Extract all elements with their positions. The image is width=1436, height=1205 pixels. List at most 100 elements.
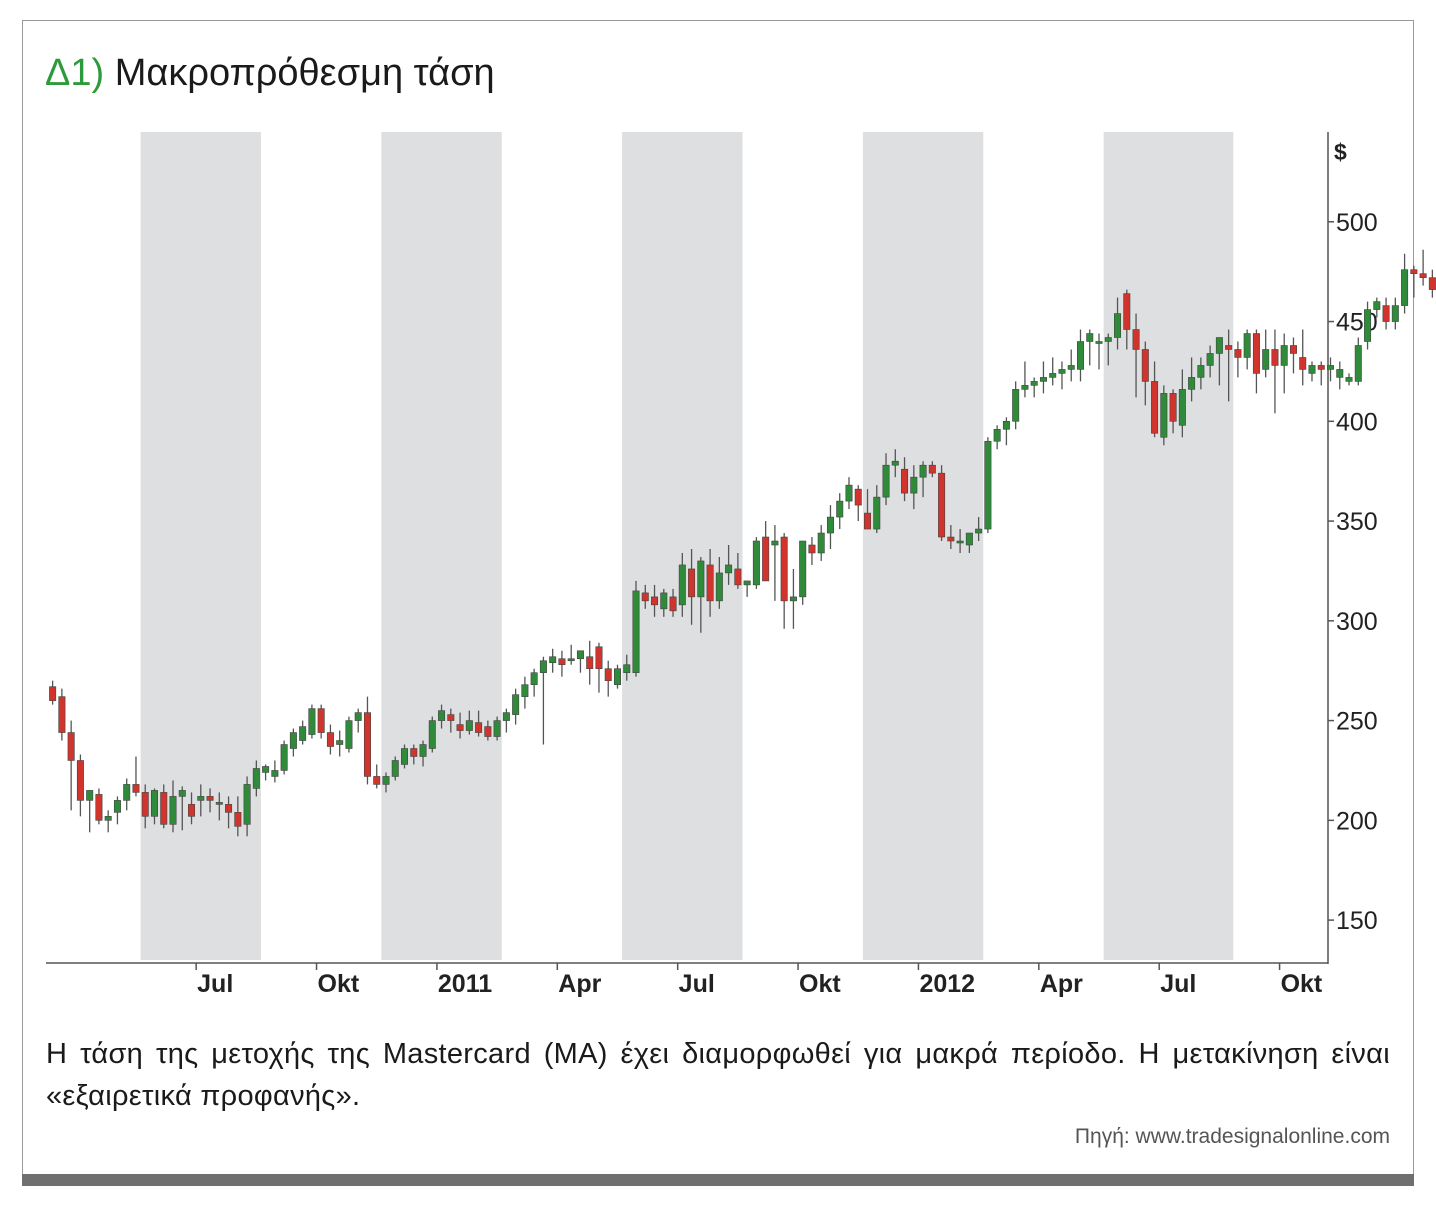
candle-body <box>1373 301 1381 310</box>
candle-body <box>1410 269 1418 274</box>
candle-body <box>456 724 464 731</box>
candle-body <box>762 536 770 582</box>
x-tick-label: Apr <box>558 970 601 998</box>
candle-body <box>169 796 177 825</box>
candle-body <box>1308 365 1316 374</box>
candle-body <box>549 656 557 664</box>
candle-body <box>1262 349 1270 370</box>
candle-body <box>1095 341 1103 344</box>
candle-body <box>475 722 483 733</box>
candle-body <box>586 656 594 670</box>
candle-body <box>1327 365 1335 370</box>
candle-body <box>382 776 390 785</box>
candle-body <box>1058 369 1066 374</box>
candle-body <box>225 804 233 813</box>
candle-body <box>1206 353 1214 366</box>
candle-body <box>688 568 696 598</box>
candle-body <box>641 592 649 602</box>
x-tick-label: Okt <box>799 970 841 998</box>
candle-body <box>234 812 242 827</box>
candle-body <box>1280 345 1288 366</box>
candle-body <box>1252 333 1260 374</box>
shaded-quarter <box>1103 132 1234 960</box>
candle-body <box>697 560 705 598</box>
candle-body <box>1151 381 1159 434</box>
candle-body <box>993 428 1001 442</box>
candle-body <box>1049 373 1057 378</box>
candle-body <box>1243 333 1251 358</box>
candle-body <box>317 708 325 733</box>
candle-body <box>975 528 983 534</box>
candle-body <box>49 686 57 701</box>
x-tick-label: Apr <box>1040 970 1083 998</box>
x-tick-label: Jul <box>1160 970 1196 998</box>
candle-body <box>465 720 473 731</box>
candle-body <box>1401 269 1409 306</box>
shaded-quarter <box>381 132 502 960</box>
candle-body <box>604 668 612 681</box>
y-axis-unit-label: $ <box>1334 139 1347 165</box>
candle-body <box>1345 377 1353 382</box>
y-tick-label: 500 <box>1336 209 1378 237</box>
candle-body <box>58 696 66 733</box>
candle-body <box>419 744 427 757</box>
candle-body <box>938 472 946 538</box>
candle-body <box>845 484 853 502</box>
shaded-quarter <box>862 132 984 960</box>
candle-body <box>299 726 307 741</box>
candle-body <box>95 794 103 821</box>
candle-body <box>1086 333 1094 342</box>
candle-body <box>363 712 371 777</box>
candle-body <box>780 536 788 602</box>
bottom-bar <box>22 1174 1414 1186</box>
y-tick-label: 350 <box>1336 508 1378 536</box>
candle-body <box>1364 309 1372 342</box>
candle-body <box>826 516 834 534</box>
x-tick-label: Jul <box>197 970 233 998</box>
candle-body <box>771 540 779 546</box>
candle-body <box>308 708 316 735</box>
title-text: Μακροπρόθεσμη τάση <box>114 52 495 94</box>
candle-body <box>1336 369 1344 378</box>
candle-body <box>438 710 446 721</box>
candle-body <box>428 720 436 749</box>
candle-body <box>1317 365 1325 370</box>
source-credit: Πηγή: www.tradesignalonline.com <box>1074 1125 1390 1148</box>
candle-body <box>678 564 686 606</box>
shaded-quarter <box>622 132 743 960</box>
candle-body <box>67 732 75 761</box>
candle-body <box>882 464 890 498</box>
candle-body <box>854 488 862 506</box>
candle-body <box>1076 341 1084 370</box>
x-tick-label: 2011 <box>438 970 492 998</box>
candle-body <box>1391 305 1399 322</box>
candle-body <box>1067 365 1075 370</box>
caption: Η τάση της μετοχής της Mastercard (MA) έ… <box>46 1038 1390 1112</box>
candle-body <box>891 460 899 466</box>
candle-body <box>873 496 881 530</box>
candle-body <box>1382 305 1390 322</box>
candle-body <box>715 572 723 602</box>
candle-body <box>539 660 547 673</box>
candle-body <box>947 536 955 542</box>
candle-body <box>576 650 584 660</box>
candle-body <box>512 694 520 715</box>
title-number: Δ1) <box>45 52 105 94</box>
candle-body <box>1215 337 1223 354</box>
candle-body <box>1271 349 1279 366</box>
candle-body <box>521 684 529 697</box>
y-tick-label: 300 <box>1336 608 1378 636</box>
candle-body <box>660 592 668 610</box>
candle-body <box>632 590 640 673</box>
candle-body <box>789 596 797 602</box>
candle-body <box>1021 385 1029 390</box>
candle-body <box>243 784 251 825</box>
candle-body <box>1419 273 1427 278</box>
candle-body <box>373 776 381 785</box>
candle-body <box>132 784 140 793</box>
candle-body <box>817 532 825 554</box>
y-tick-label: 450 <box>1336 309 1378 337</box>
candle-body <box>160 792 168 825</box>
candle-body <box>1012 389 1020 422</box>
candle-body <box>1160 393 1168 438</box>
